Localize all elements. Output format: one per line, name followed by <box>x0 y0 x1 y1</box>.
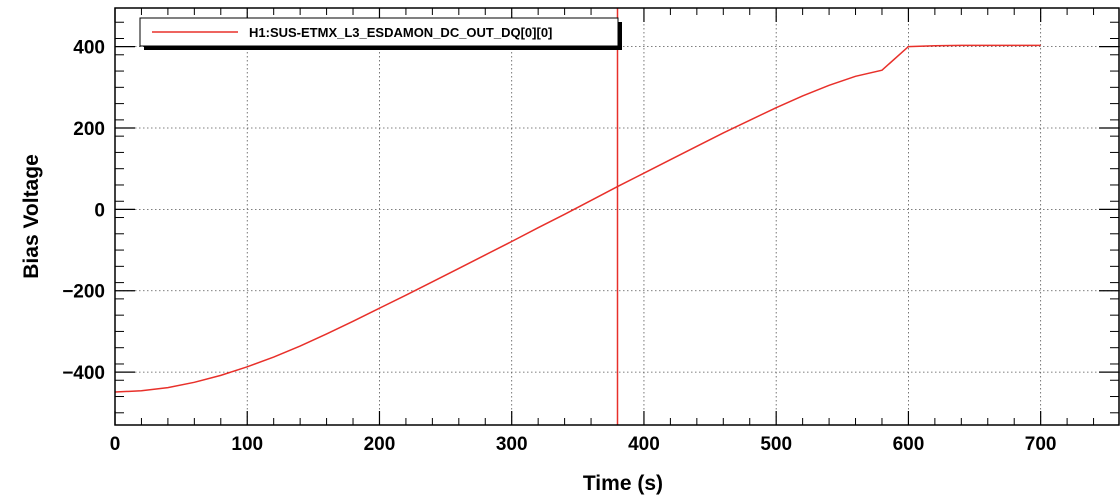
x-tick-label: 200 <box>364 434 396 455</box>
x-tick-label: 700 <box>1025 434 1057 455</box>
y-tick-label: 200 <box>73 119 105 140</box>
major-ticks <box>114 8 1119 425</box>
y-axis-title: Bias Voltage <box>20 154 43 278</box>
legend-label: H1:SUS-ETMX_L3_ESDAMON_DC_OUT_DQ[0][0] <box>249 25 552 40</box>
grid-lines <box>114 8 1120 425</box>
x-tick-label: 100 <box>231 434 263 455</box>
legend: H1:SUS-ETMX_L3_ESDAMON_DC_OUT_DQ[0][0] <box>139 17 622 50</box>
x-axis-title: Time (s) <box>583 472 663 495</box>
y-tick-label: 400 <box>73 38 105 59</box>
y-tick-labels: −400 −200 0 200 400 <box>62 38 105 384</box>
x-tick-labels: 0 100 200 300 400 500 600 700 <box>110 434 1057 455</box>
series-line <box>114 44 1041 393</box>
x-tick-label: 0 <box>110 434 121 455</box>
x-tick-label: 500 <box>760 434 792 455</box>
series-layer <box>114 44 1041 393</box>
y-tick-label: 0 <box>94 200 105 221</box>
y-tick-label: −200 <box>62 282 105 303</box>
x-tick-label: 400 <box>628 434 660 455</box>
y-tick-label: −400 <box>62 363 105 384</box>
x-tick-label: 600 <box>893 434 925 455</box>
x-tick-label: 300 <box>496 434 528 455</box>
plot-frame <box>114 7 1120 426</box>
